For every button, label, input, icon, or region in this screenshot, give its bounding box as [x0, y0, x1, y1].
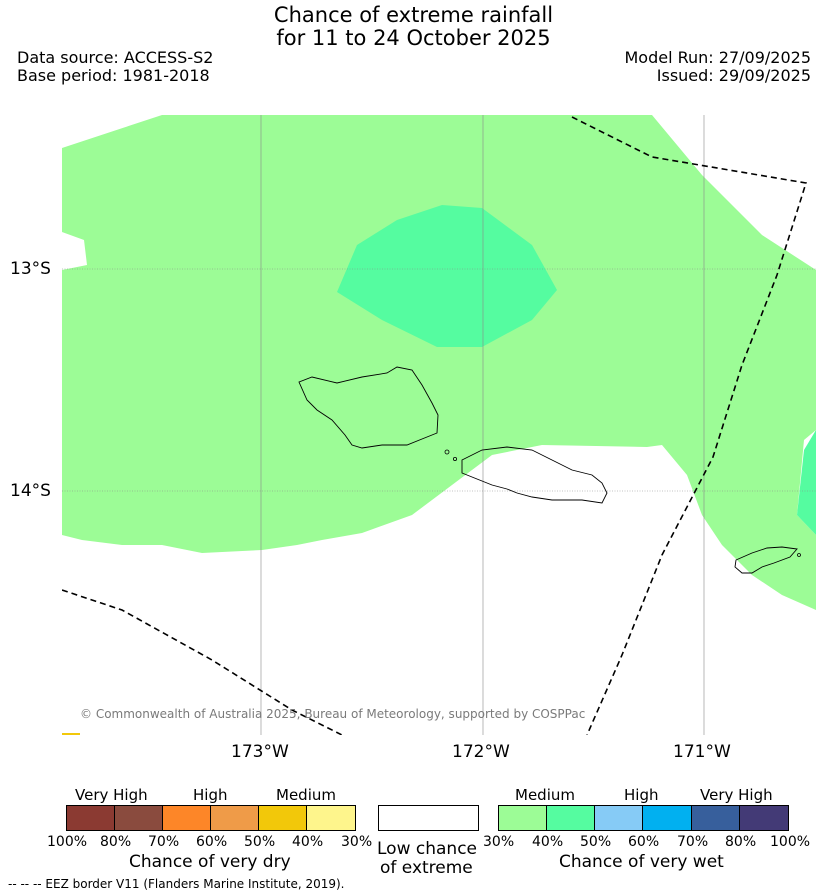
wet-heading-high: High [624, 786, 659, 804]
rainfall-map [62, 115, 816, 735]
dry-swatch-4 [210, 805, 259, 831]
dry-swatch-1 [66, 805, 115, 831]
wet-legend-title: Chance of very wet [559, 852, 724, 872]
dry-swatch-6 [306, 805, 356, 831]
map-credit: © Commonwealth of Australia 2025, Bureau… [80, 707, 586, 721]
dry-legend-title: Chance of very dry [129, 852, 291, 872]
dry-swatch-2 [114, 805, 163, 831]
eez-border [62, 116, 808, 735]
wet-tick: 60% [628, 834, 660, 850]
model-run: Model Run: 27/09/2025 [624, 48, 812, 67]
tutuila-island [734, 546, 798, 574]
dry-tick: 80% [100, 834, 132, 850]
wet-tick: 50% [580, 834, 612, 850]
lat-label-13s: 13°S [10, 259, 51, 279]
islet-manono [452, 456, 457, 461]
upolu-island [461, 446, 608, 504]
issued-date: Issued: 29/09/2025 [656, 66, 811, 85]
eez-footnote: -- -- -- EEZ border V11 (Flanders Marine… [8, 877, 345, 891]
graticule [62, 115, 816, 735]
wet-tick: 30% [483, 834, 515, 850]
wet-swatch-4 [642, 805, 692, 831]
wet-40-50-region [337, 205, 557, 347]
lon-label-173w: 173°W [231, 742, 289, 762]
islet-aunuu [797, 553, 801, 557]
dry-swatch-3 [162, 805, 211, 831]
dry-tick: 30% [341, 834, 373, 850]
low-chance-swatch [378, 805, 479, 831]
low-chance-title-line1: Low chance [377, 839, 477, 859]
data-source: Data source: ACCESS-S2 [17, 48, 214, 67]
dry-tick: 60% [196, 834, 228, 850]
wet-swatch-5 [691, 805, 740, 831]
wet-heading-very-high: Very High [700, 786, 773, 804]
dry-tick: 100% [47, 834, 88, 850]
lon-label-171w: 171°W [673, 742, 731, 762]
wet-swatch-3 [594, 805, 643, 831]
map-title-line1: Chance of extreme rainfall [273, 3, 554, 27]
lon-label-172w: 172°W [452, 742, 510, 762]
wet-40-50-region-east [797, 430, 816, 535]
lat-label-14s: 14°S [10, 481, 51, 501]
dry-heading-very-high: Very High [75, 786, 148, 804]
dry-heading-medium: Medium [276, 786, 336, 804]
map-title-line2: for 11 to 24 October 2025 [276, 26, 551, 50]
wet-swatch-1 [498, 805, 547, 831]
wet-tick: 70% [677, 834, 709, 850]
wet-swatch-6 [739, 805, 789, 831]
savaii-island [298, 366, 439, 449]
low-chance-title-line2: of extreme [380, 858, 473, 878]
dry-heading-high: High [193, 786, 228, 804]
wet-tick: 40% [532, 834, 564, 850]
wet-heading-medium: Medium [515, 786, 575, 804]
dry-tick: 40% [292, 834, 324, 850]
islet-apolima [444, 449, 450, 455]
dry-swatch-5 [258, 805, 307, 831]
wet-swatch-2 [546, 805, 595, 831]
wet-tick: 80% [725, 834, 757, 850]
base-period: Base period: 1981-2018 [17, 66, 210, 85]
dry-edge-mark [62, 733, 80, 735]
wet-30-40-region [62, 115, 816, 610]
wet-tick: 100% [770, 834, 811, 850]
dry-tick: 70% [148, 834, 180, 850]
dry-tick: 50% [244, 834, 276, 850]
